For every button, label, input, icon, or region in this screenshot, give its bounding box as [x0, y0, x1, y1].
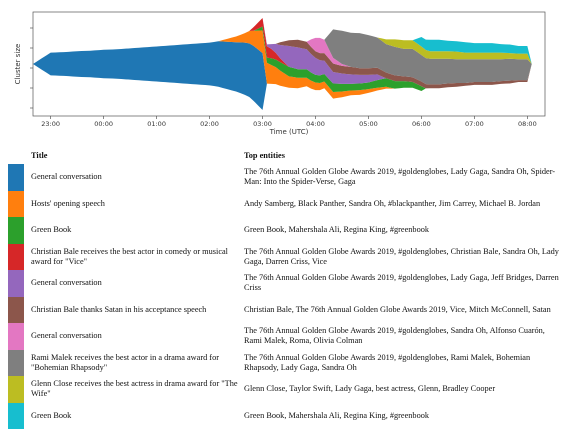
y-ticks: [30, 27, 33, 109]
color-swatch: [8, 190, 24, 217]
cluster-title: Green Book: [31, 410, 72, 420]
x-ticks: 23:00 00:00 01:00 02:00 03:00 04:00 05:00 06:00…: [41, 116, 537, 128]
color-swatch: [8, 270, 24, 297]
x-tick-label-8: 06:00: [412, 120, 431, 128]
cluster-title: Hosts' opening speech: [31, 198, 105, 208]
swatch-cell: [8, 164, 24, 191]
x-tick-label-7: 05:00: [359, 120, 378, 128]
x-tick-label-10: 08:00: [518, 120, 537, 128]
cluster-title: Rami Malek receives the best actor in a …: [31, 352, 219, 372]
table-row: Rami Malek receives the best actor in a …: [8, 349, 563, 376]
x-tick-label-1: 23:00: [41, 120, 60, 128]
cluster-top-entities: Green Book, Mahershala Ali, Regina King,…: [244, 410, 430, 420]
stream-area-2: [33, 30, 545, 99]
cluster-title: Christian Bale thanks Satan in his accep…: [31, 304, 207, 314]
table-row: Glenn Close receives the best actress in…: [8, 376, 563, 403]
table-row: Hosts' opening speech Andy Samberg, Black…: [8, 190, 563, 217]
stream-area-1: [33, 41, 545, 110]
x-axis-label: Time (UTC): [269, 128, 309, 136]
color-swatch: [8, 349, 24, 376]
cluster-top-entities: The 76th Annual Golden Globe Awards 2019…: [244, 326, 545, 346]
color-swatch: [8, 243, 24, 270]
cluster-top-entities: The 76th Annual Golden Globe Awards 2019…: [244, 352, 531, 372]
streamgraph-chart: 23:00 00:00 01:00 02:00 03:00 04:00 05:00 06:00…: [14, 11, 546, 136]
stream-areas: [33, 18, 545, 110]
x-tick-label-3: 01:00: [147, 120, 166, 128]
x-tick-label-9: 07:00: [465, 120, 484, 128]
stream-area-5: [33, 18, 545, 89]
stream-area-10: [33, 18, 545, 64]
swatch-cell: [8, 376, 24, 403]
x-tick-label-5: 03:00: [253, 120, 272, 128]
header-top-entities: Top entities: [244, 151, 285, 160]
color-swatch: [8, 376, 24, 403]
table-row: General conversation The 76th Annual Gold…: [8, 323, 563, 350]
swatch-cell: [8, 190, 24, 217]
cluster-top-entities: Glenn Close, Taylor Swift, Lady Gaga, be…: [244, 384, 496, 394]
cluster-top-entities: Christian Bale, The 76th Annual Golden G…: [244, 304, 551, 314]
header-title: Title: [31, 151, 48, 160]
swatch-cell: [8, 323, 24, 350]
swatch-cell: [8, 402, 24, 429]
color-swatch: [8, 296, 24, 323]
table-row: General conversation The 76th Annual Gold…: [8, 270, 563, 297]
cluster-title: Green Book: [31, 225, 72, 235]
cluster-top-entities: Andy Samberg, Black Panther, Sandra Oh, …: [244, 198, 541, 208]
table-row: Green Book Green Book, Mahershala Ali, Re…: [8, 402, 563, 429]
table-body: General conversation The 76th Annual Gold…: [8, 164, 563, 429]
cluster-legend-table: Title Top entities General conversation T…: [8, 147, 563, 429]
cluster-top-entities: The 76th Annual Golden Globe Awards 2019…: [244, 167, 556, 187]
table-row: General conversation The 76th Annual Gold…: [8, 164, 563, 191]
cluster-title: Glenn Close receives the best actress in…: [31, 379, 238, 399]
header-swatch: [8, 147, 24, 164]
cluster-title: General conversation: [31, 331, 102, 341]
y-axis-label: Cluster size: [14, 44, 22, 85]
color-swatch: [8, 402, 24, 429]
table-row: Green Book Green Book, Mahershala Ali, Re…: [8, 217, 563, 244]
cluster-title: Christian Bale receives the best actor i…: [31, 246, 228, 266]
cluster-title: General conversation: [31, 172, 102, 182]
stream-area-8: [33, 18, 545, 85]
swatch-cell: [8, 217, 24, 244]
x-tick-label-2: 00:00: [94, 120, 113, 128]
table-row: Christian Bale thanks Satan in his accep…: [8, 296, 563, 323]
color-swatch: [8, 217, 24, 244]
table-row: Christian Bale receives the best actor i…: [8, 243, 563, 270]
table-header-row: Title Top entities: [8, 147, 563, 164]
x-tick-label-6: 04:00: [306, 120, 325, 128]
cluster-top-entities: The 76th Annual Golden Globe Awards 2019…: [244, 246, 559, 266]
color-swatch: [8, 323, 24, 350]
cluster-top-entities: The 76th Annual Golden Globe Awards 2019…: [244, 273, 559, 293]
swatch-cell: [8, 270, 24, 297]
cluster-top-entities: Green Book, Mahershala Ali, Regina King,…: [244, 225, 430, 235]
x-tick-label-4: 02:00: [200, 120, 219, 128]
cluster-title: General conversation: [31, 278, 102, 288]
swatch-cell: [8, 349, 24, 376]
color-swatch: [8, 164, 24, 191]
swatch-cell: [8, 243, 24, 270]
swatch-cell: [8, 296, 24, 323]
